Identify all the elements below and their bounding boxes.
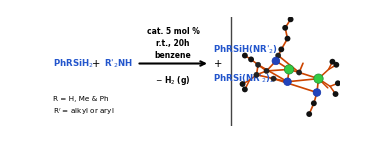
Ellipse shape (333, 91, 338, 97)
Ellipse shape (254, 72, 259, 77)
Ellipse shape (278, 46, 284, 52)
Ellipse shape (264, 68, 269, 74)
Text: PhRSi(NR$'_2$)$_2$: PhRSi(NR$'_2$)$_2$ (213, 73, 274, 85)
Ellipse shape (306, 111, 312, 117)
Text: $-$ H$_2$ (g): $-$ H$_2$ (g) (155, 74, 191, 87)
Text: $+$: $+$ (91, 58, 100, 69)
Ellipse shape (284, 78, 291, 85)
Ellipse shape (313, 89, 321, 96)
Ellipse shape (314, 74, 323, 83)
Ellipse shape (240, 81, 245, 87)
Ellipse shape (288, 16, 294, 22)
Text: R$'$ = alkyl or aryl: R$'$ = alkyl or aryl (53, 107, 115, 118)
Text: R = H, Me & Ph: R = H, Me & Ph (53, 96, 108, 102)
Ellipse shape (285, 36, 290, 41)
Ellipse shape (272, 57, 280, 65)
Ellipse shape (256, 62, 261, 67)
Text: R$'_2$NH: R$'_2$NH (104, 57, 133, 70)
Ellipse shape (242, 53, 248, 59)
Text: r.t., 20h: r.t., 20h (156, 39, 190, 48)
Ellipse shape (311, 100, 317, 106)
Ellipse shape (296, 70, 302, 75)
Text: $+$: $+$ (213, 58, 222, 69)
Text: PhRSiH$_2$: PhRSiH$_2$ (53, 57, 94, 70)
Ellipse shape (333, 62, 339, 68)
Ellipse shape (276, 53, 281, 58)
Ellipse shape (284, 65, 294, 74)
Ellipse shape (242, 86, 248, 92)
Text: benzene: benzene (155, 51, 192, 60)
Ellipse shape (248, 57, 254, 62)
Text: PhRSiH(NR$'_2$): PhRSiH(NR$'_2$) (213, 44, 277, 56)
Ellipse shape (282, 25, 288, 31)
Ellipse shape (271, 76, 276, 81)
Text: cat. 5 mol %: cat. 5 mol % (147, 27, 200, 36)
Ellipse shape (330, 59, 335, 65)
Ellipse shape (335, 80, 341, 86)
